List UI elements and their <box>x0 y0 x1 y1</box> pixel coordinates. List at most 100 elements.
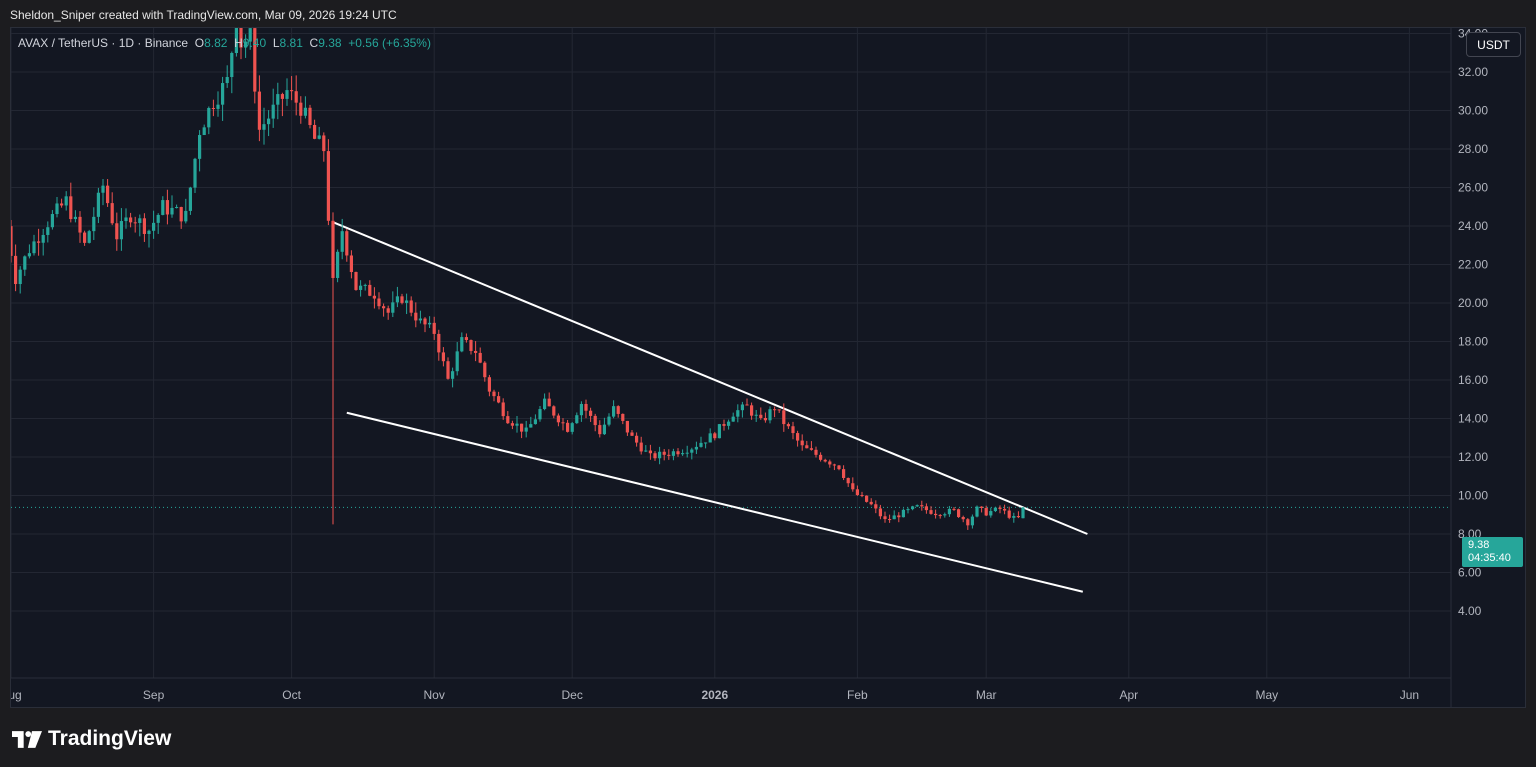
candle-body <box>543 398 547 410</box>
legend-low-label: L <box>272 36 280 50</box>
candle-body <box>60 203 64 206</box>
candle-body <box>32 241 36 254</box>
price-tick-label: 12.00 <box>1458 450 1488 464</box>
candle-body <box>961 517 965 520</box>
candle-body <box>593 415 597 426</box>
candle-body <box>575 415 579 424</box>
candle-body <box>750 405 754 416</box>
candle-body <box>727 421 731 426</box>
candle-body <box>193 158 197 188</box>
candle-body <box>147 230 151 234</box>
candle-body <box>294 91 298 103</box>
candle-body <box>262 124 266 130</box>
grid <box>11 28 1451 678</box>
candle-body <box>1007 510 1011 518</box>
candle-body <box>267 118 271 125</box>
candle-body <box>832 464 836 466</box>
candle-body <box>947 508 951 515</box>
candle-body <box>667 454 671 456</box>
candle-body <box>717 424 721 439</box>
footer: TradingView <box>0 708 1536 767</box>
candle-body <box>851 483 855 490</box>
candle-body <box>556 415 560 423</box>
candle-body <box>497 396 501 403</box>
candle-body <box>837 465 841 470</box>
candle-body <box>423 318 427 325</box>
candle-body <box>754 414 758 416</box>
candle-body <box>202 127 206 136</box>
candle-body <box>612 406 616 417</box>
candle-body <box>322 135 326 152</box>
currency-button[interactable]: USDT <box>1466 32 1521 57</box>
candle-body <box>207 107 211 128</box>
candle-body <box>759 414 763 418</box>
candle-body <box>966 519 970 526</box>
candle-body <box>313 125 317 139</box>
candlestick-chart[interactable]: 4.006.008.0010.0012.0014.0016.0018.0020.… <box>11 28 1525 707</box>
candle-body <box>653 453 657 459</box>
candle-body <box>602 424 606 435</box>
time-tick-label: Sep <box>143 688 165 702</box>
time-tick-label: Aug <box>11 688 22 702</box>
candle-body <box>253 28 257 92</box>
candle-body <box>41 234 45 243</box>
candle-body <box>428 322 432 325</box>
candle-body <box>888 519 892 521</box>
legend-high-value: 9.40 <box>242 36 267 50</box>
chart-pane[interactable]: 4.00 6.00 8.00 10.00 12.00 14.00 16.00 18.00 20.… <box>10 27 1526 708</box>
top-bar: Sheldon_Sniper created with TradingView.… <box>0 0 1536 27</box>
candle-body <box>460 337 464 352</box>
candle-body <box>975 506 979 517</box>
candle-body <box>892 515 896 520</box>
candle-body <box>685 452 689 454</box>
candle-body <box>561 422 565 424</box>
candle-body <box>101 185 105 193</box>
candle-body <box>78 216 82 233</box>
candle-body <box>869 501 873 505</box>
candle-body <box>27 253 31 257</box>
candle-body <box>290 90 294 92</box>
candle-body <box>317 135 321 139</box>
candle-body <box>239 28 243 48</box>
candle-body <box>515 423 519 426</box>
candle-body <box>73 216 77 220</box>
tradingview-logo[interactable]: TradingView <box>12 727 171 751</box>
time-axis[interactable]: Aug Sep Oct Nov Dec 2026 Feb Mar Apr May Jun <box>11 677 1451 702</box>
candle-body <box>529 424 533 428</box>
trendline-upper[interactable] <box>332 221 1088 535</box>
candle-body <box>828 461 832 465</box>
candle-body <box>359 285 363 290</box>
legend-high-label: H <box>234 36 243 50</box>
candle-body <box>713 433 717 439</box>
candle-body <box>805 445 809 449</box>
candle-body <box>1021 507 1025 519</box>
candle-body <box>1016 516 1020 518</box>
candle-body <box>340 231 344 252</box>
time-tick-label: Apr <box>1119 688 1138 702</box>
candle-body <box>984 507 988 516</box>
candle-body <box>598 425 602 435</box>
candle-body <box>372 295 376 299</box>
price-axis[interactable]: 4.006.008.0010.0012.0014.0016.0018.0020.… <box>1450 28 1488 707</box>
candle-body <box>694 446 698 450</box>
candle-body <box>37 241 41 243</box>
candle-body <box>188 187 192 211</box>
candle-body <box>630 432 634 436</box>
candle-body <box>50 214 54 228</box>
candle-body <box>432 322 436 334</box>
candle-body <box>216 104 220 109</box>
legend-close-label: C <box>309 36 319 50</box>
candle-body <box>405 300 409 303</box>
trendline-lower[interactable] <box>346 411 1084 593</box>
candle-body <box>607 416 611 425</box>
candle-body <box>589 410 593 416</box>
candle-body <box>170 207 174 215</box>
candle-body <box>64 196 68 206</box>
candle-body <box>993 507 997 512</box>
candle-body <box>676 451 680 455</box>
legend-close-value: 9.38 <box>318 36 342 50</box>
candle-body <box>152 222 156 231</box>
candle-body <box>510 423 514 426</box>
candle-body <box>929 510 933 514</box>
candle-body <box>796 433 800 441</box>
